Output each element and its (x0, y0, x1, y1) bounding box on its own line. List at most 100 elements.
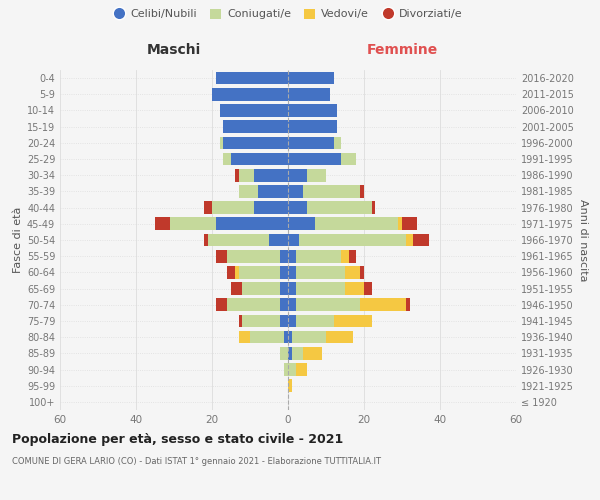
Bar (288, 152, 341, 166)
Bar (292, 331, 326, 344)
Bar (288, 88, 330, 101)
Bar (288, 185, 303, 198)
Bar (406, 298, 410, 311)
Bar (296, 250, 341, 262)
Bar (296, 266, 345, 278)
Bar (227, 250, 280, 262)
Bar (231, 282, 242, 295)
Bar (413, 234, 428, 246)
Bar (288, 120, 337, 133)
Bar (360, 266, 364, 278)
Text: COMUNE DI GERA LARIO (CO) - Dati ISTAT 1° gennaio 2021 - Elaborazione TUTTITALIA: COMUNE DI GERA LARIO (CO) - Dati ISTAT 1… (12, 458, 381, 466)
Bar (280, 298, 288, 311)
Bar (242, 314, 280, 328)
Bar (406, 234, 413, 246)
Bar (284, 363, 288, 376)
Y-axis label: Anni di nascita: Anni di nascita (578, 198, 588, 281)
Bar (250, 331, 284, 344)
Bar (288, 202, 307, 214)
Bar (239, 185, 257, 198)
Bar (235, 266, 239, 278)
Bar (288, 266, 296, 278)
Bar (360, 185, 364, 198)
Bar (239, 266, 280, 278)
Bar (227, 266, 235, 278)
Bar (220, 104, 288, 117)
Bar (288, 218, 314, 230)
Bar (288, 298, 296, 311)
Text: Maschi: Maschi (147, 44, 201, 58)
Bar (216, 218, 288, 230)
Bar (216, 250, 227, 262)
Bar (280, 314, 288, 328)
Bar (288, 104, 337, 117)
Bar (334, 314, 371, 328)
Bar (360, 298, 406, 311)
Bar (170, 218, 216, 230)
Bar (371, 202, 376, 214)
Bar (227, 298, 280, 311)
Bar (205, 202, 212, 214)
Y-axis label: Fasce di età: Fasce di età (13, 207, 23, 273)
Bar (212, 88, 288, 101)
Bar (341, 250, 349, 262)
Bar (307, 169, 326, 181)
Bar (345, 282, 364, 295)
Bar (155, 218, 170, 230)
Bar (296, 314, 334, 328)
Bar (280, 282, 288, 295)
Bar (239, 331, 250, 344)
Bar (314, 218, 398, 230)
Bar (257, 185, 288, 198)
Legend: Celibi/Nubili, Coniugati/e, Vedovi/e, Divorziati/e: Celibi/Nubili, Coniugati/e, Vedovi/e, Di… (109, 4, 467, 24)
Bar (303, 185, 360, 198)
Bar (235, 169, 239, 181)
Bar (223, 136, 288, 149)
Bar (288, 347, 292, 360)
Bar (364, 282, 371, 295)
Bar (239, 169, 254, 181)
Text: Popolazione per età, sesso e stato civile - 2021: Popolazione per età, sesso e stato civil… (12, 432, 343, 446)
Bar (220, 136, 223, 149)
Bar (341, 152, 356, 166)
Bar (223, 152, 231, 166)
Bar (296, 363, 307, 376)
Bar (254, 169, 288, 181)
Bar (205, 234, 208, 246)
Bar (242, 282, 280, 295)
Bar (345, 266, 360, 278)
Bar (288, 169, 307, 181)
Bar (296, 282, 345, 295)
Bar (269, 234, 288, 246)
Bar (284, 331, 288, 344)
Bar (349, 250, 356, 262)
Bar (280, 347, 288, 360)
Bar (307, 202, 371, 214)
Bar (326, 331, 353, 344)
Bar (216, 72, 288, 85)
Bar (288, 282, 296, 295)
Bar (288, 363, 296, 376)
Bar (254, 202, 288, 214)
Bar (216, 298, 227, 311)
Bar (280, 250, 288, 262)
Text: Femmine: Femmine (367, 44, 437, 58)
Bar (402, 218, 417, 230)
Bar (280, 266, 288, 278)
Bar (299, 234, 406, 246)
Bar (288, 331, 292, 344)
Bar (223, 120, 288, 133)
Bar (292, 347, 303, 360)
Bar (288, 72, 334, 85)
Bar (288, 380, 292, 392)
Bar (208, 234, 269, 246)
Bar (288, 250, 296, 262)
Bar (398, 218, 402, 230)
Bar (212, 202, 254, 214)
Bar (239, 314, 242, 328)
Bar (288, 314, 296, 328)
Bar (288, 234, 299, 246)
Bar (303, 347, 322, 360)
Bar (288, 136, 334, 149)
Bar (296, 298, 360, 311)
